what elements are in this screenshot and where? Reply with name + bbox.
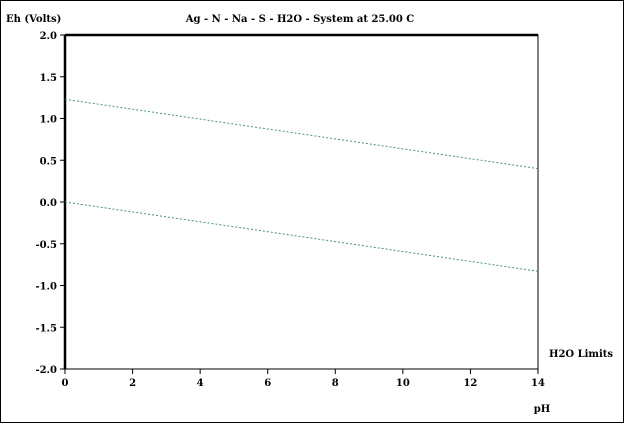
y-tick-label: 1.5 (40, 73, 57, 84)
y-tick-label: 0.5 (40, 156, 57, 167)
y-tick-label: -1.5 (35, 323, 57, 334)
legend-h2o-limits: H2O Limits (549, 349, 613, 360)
series-line-h2o-limit-1 (64, 201, 539, 272)
x-tick-label: 4 (197, 378, 204, 389)
x-tick-label: 8 (332, 378, 339, 389)
y-tick-label: 1.0 (40, 115, 57, 126)
y-tick-label: 0.0 (40, 198, 57, 209)
x-axis: 0 2 4 6 8 10 12 14 (62, 369, 545, 389)
y-tick-label: -2.0 (35, 365, 57, 376)
plot-area (64, 34, 539, 370)
y-axis: 2.0 1.5 1.0 0.5 0.0 -0.5 -1.0 -1.5 -2.0 (35, 31, 65, 376)
y-tick-label: -0.5 (35, 240, 57, 251)
series-line-h2o-limit-2 (64, 98, 539, 170)
y-tick-label: 2.0 (40, 31, 57, 42)
x-tick-label: 12 (463, 378, 477, 389)
x-axis-label: pH (534, 404, 550, 415)
x-tick-label: 0 (62, 378, 69, 389)
y-tick-label: -1.0 (35, 282, 57, 293)
x-tick-label: 14 (531, 378, 545, 389)
x-tick-label: 10 (396, 378, 410, 389)
chart-title: Ag - N - Na - S - H2O - System at 25.00 … (185, 14, 414, 25)
plot-border (63, 33, 538, 369)
x-tick-label: 6 (264, 378, 271, 389)
series-group (64, 98, 539, 272)
x-tick-label: 2 (129, 378, 136, 389)
y-axis-label: Eh (Volts) (6, 14, 61, 25)
